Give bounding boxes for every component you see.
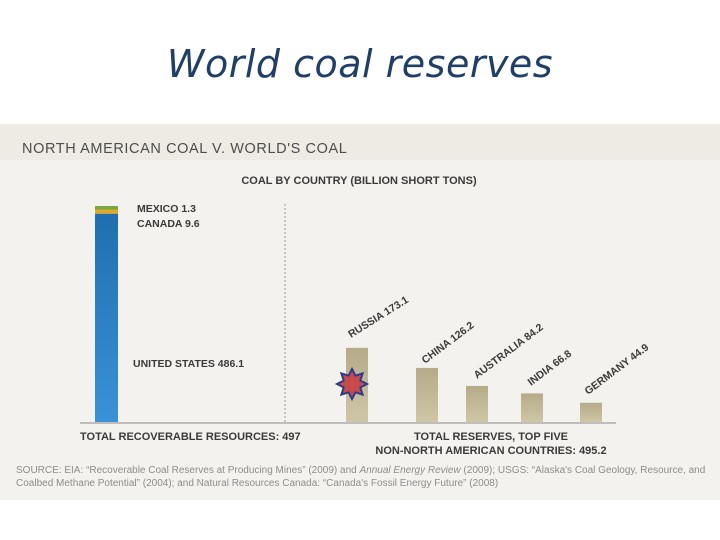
- bar-us: [95, 213, 118, 422]
- bar-china: [416, 367, 438, 422]
- bar-germany: [580, 402, 602, 422]
- bar-canada: [95, 209, 118, 214]
- bar-australia: [466, 385, 488, 422]
- total-north-america: TOTAL RECOVERABLE RESOURCES: 497: [80, 431, 301, 443]
- chart-title: COAL BY COUNTRY (BILLION SHORT TONS): [241, 175, 477, 187]
- label-us: UNITED STATES 486.1: [133, 358, 244, 370]
- bar-mexico: [95, 206, 118, 210]
- label-china: CHINA 126.2: [420, 319, 477, 366]
- panel-header-band: [0, 124, 720, 160]
- slide-title: World coal reserves: [166, 42, 554, 86]
- total-world-line1: TOTAL RESERVES, TOP FIVE: [414, 431, 568, 443]
- panel-header: NORTH AMERICAN COAL V. WORLD'S COAL: [22, 141, 348, 157]
- bar-india: [521, 393, 543, 422]
- chart-panel: [0, 124, 720, 500]
- label-india: INDIA 66.8: [526, 348, 575, 389]
- label-canada: CANADA 9.6: [137, 218, 200, 230]
- star-marker-icon: [334, 366, 370, 402]
- label-mexico: MEXICO 1.3: [137, 203, 196, 215]
- label-germany: GERMANY 44.9: [583, 341, 652, 397]
- total-world-line2: NON-NORTH AMERICAN COUNTRIES: 495.2: [375, 445, 606, 457]
- source-note: SOURCE: EIA: “Recoverable Coal Reserves …: [16, 465, 706, 489]
- label-russia: RUSSIA 173.1: [346, 294, 411, 341]
